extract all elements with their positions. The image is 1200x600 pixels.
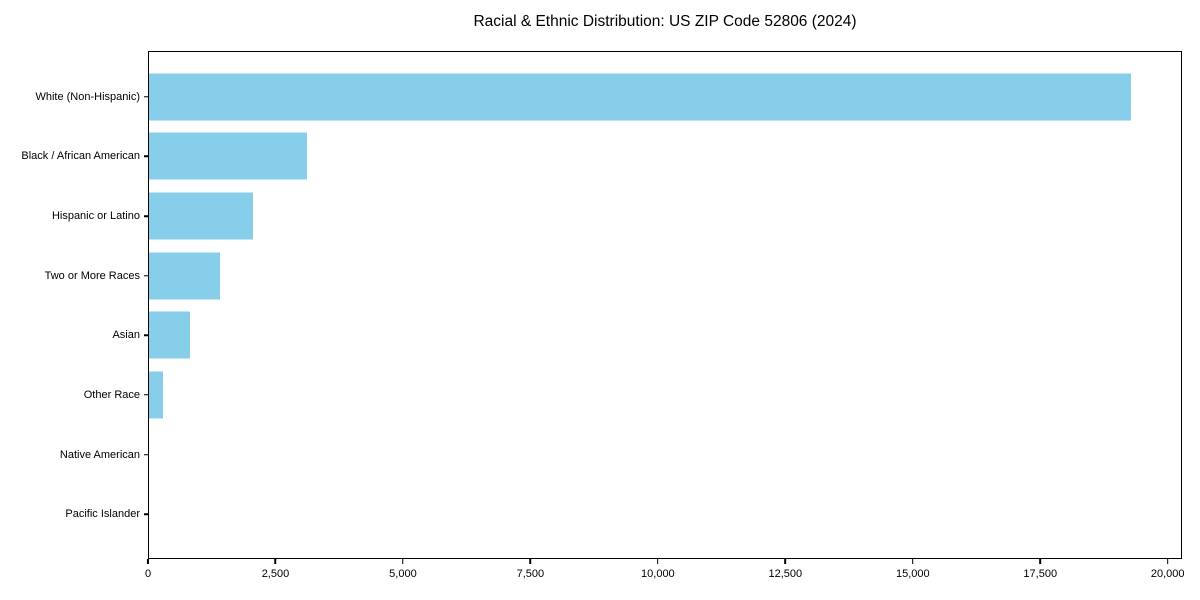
bar-hispanic-or-latino bbox=[149, 192, 253, 240]
y-axis-tick-mark bbox=[144, 453, 149, 456]
x-tick-mark bbox=[1039, 559, 1041, 564]
x-axis-tick: 10,000 bbox=[641, 559, 675, 580]
y-axis-tick-mark bbox=[144, 513, 149, 515]
x-tick-mark bbox=[784, 559, 787, 564]
x-axis-tick: 7,500 bbox=[516, 559, 545, 580]
y-axis-label: Hispanic or Latino bbox=[51, 210, 140, 223]
x-tick-label: 12,500 bbox=[768, 568, 803, 580]
bar-asian bbox=[149, 311, 191, 359]
bar-row-pacific-islander: Pacific Islander bbox=[65, 484, 1181, 544]
x-axis-tick: 17,500 bbox=[1023, 559, 1057, 580]
x-tick-label: 17,500 bbox=[1023, 568, 1058, 580]
bar-row-white-non-hispanic: White (Non-Hispanic) bbox=[35, 67, 1181, 127]
x-axis-tick: 0 bbox=[145, 559, 151, 580]
y-axis-label: Pacific Islander bbox=[65, 508, 140, 521]
x-tick-mark bbox=[529, 559, 532, 564]
y-axis-label: Asian bbox=[112, 329, 140, 342]
plot-area: White (Non-Hispanic) Black / African Amer… bbox=[21, 51, 1182, 559]
x-tick-mark bbox=[147, 559, 149, 564]
bar-row-native-american: Native American bbox=[60, 425, 1181, 485]
x-tick-mark bbox=[274, 559, 277, 564]
y-axis-label: White (Non-Hispanic) bbox=[35, 90, 140, 103]
bar-row-asian: Asian bbox=[112, 306, 1181, 366]
x-tick-label: 2,500 bbox=[261, 568, 290, 580]
y-axis-label: Two or More Races bbox=[44, 269, 140, 282]
y-axis-tick-mark bbox=[144, 394, 149, 396]
x-axis-tick: 5,000 bbox=[389, 559, 417, 580]
bar-other-race bbox=[149, 371, 163, 419]
bar-row-other-race: Other Race bbox=[84, 365, 1181, 425]
y-axis-tick-mark bbox=[144, 334, 149, 337]
y-axis-label: Native American bbox=[59, 448, 140, 461]
x-tick-label: 10,000 bbox=[641, 568, 675, 580]
x-tick-mark bbox=[1166, 559, 1169, 564]
x-tick-mark bbox=[912, 559, 914, 564]
x-axis-tick: 20,000 bbox=[1151, 559, 1185, 580]
y-axis-tick-mark bbox=[144, 155, 149, 158]
y-axis-tick-mark bbox=[144, 274, 149, 277]
y-axis-label: Black / African American bbox=[21, 150, 140, 163]
x-tick-mark bbox=[657, 559, 659, 564]
x-tick-label: 15,000 bbox=[895, 568, 930, 580]
bar-row-hispanic-or-latino: Hispanic or Latino bbox=[52, 186, 1181, 246]
x-axis-tick: 12,500 bbox=[768, 559, 802, 580]
x-tick-mark bbox=[402, 559, 404, 564]
y-axis-tick-mark bbox=[144, 215, 149, 217]
bar-row-two-or-more-races: Two or More Races bbox=[45, 246, 1181, 306]
y-axis-tick-mark bbox=[144, 96, 149, 98]
bar-black-african-american bbox=[149, 132, 307, 180]
bar-white-non-hispanic bbox=[149, 73, 1132, 121]
bar-row-black-african-american: Black / African American bbox=[21, 127, 1181, 187]
x-tick-label: 5,000 bbox=[389, 568, 417, 580]
bar-two-or-more-races bbox=[149, 252, 221, 300]
x-axis: 0 2,500 5,000 7,500 10,000 12,500 15,000 17,500… bbox=[145, 559, 1185, 593]
x-tick-label: 20,000 bbox=[1150, 568, 1185, 580]
x-tick-label: 0 bbox=[144, 568, 152, 580]
chart-title: Racial & Ethnic Distribution: US ZIP Cod… bbox=[473, 13, 857, 30]
bar-rows: White (Non-Hispanic) Black / African Amer… bbox=[21, 67, 1181, 544]
x-axis-tick: 2,500 bbox=[261, 559, 290, 580]
y-axis-label: Other Race bbox=[83, 388, 140, 401]
x-axis-tick: 15,000 bbox=[896, 559, 930, 580]
x-tick-label: 7,500 bbox=[516, 568, 545, 580]
